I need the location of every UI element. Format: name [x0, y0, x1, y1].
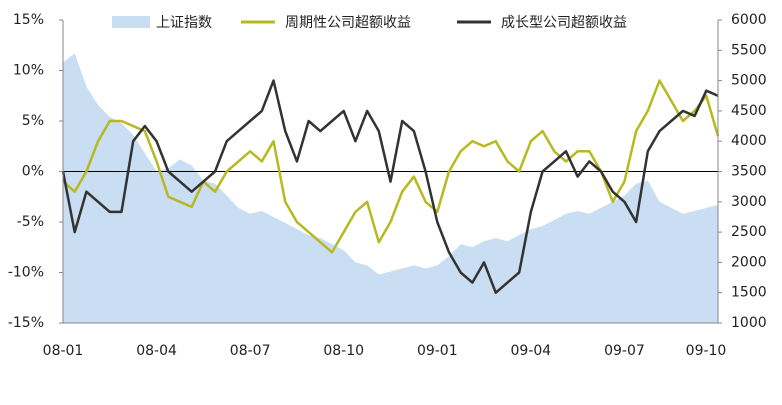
x-tick-label: 08-04 — [136, 343, 177, 359]
area — [63, 53, 718, 323]
x-tick-label: 09-01 — [417, 343, 458, 359]
line — [61, 79, 719, 294]
x-tick-label: 09-04 — [511, 343, 552, 359]
y-tick-label: 10% — [13, 63, 44, 79]
y2-tick-label: 3000 — [731, 194, 767, 210]
y2-tick-label: 4500 — [731, 103, 767, 119]
y2-tick-label: 2500 — [731, 224, 767, 240]
y-tick-label: 5% — [22, 113, 44, 129]
line — [62, 79, 720, 254]
y2-tick-label: 1500 — [731, 285, 767, 301]
legend-label: 周期性公司超额收益 — [285, 15, 411, 31]
legend-swatch — [112, 16, 150, 28]
y-tick-label: 15% — [13, 12, 44, 28]
y-tick-label: -15% — [8, 315, 44, 331]
y-tick-label: -10% — [8, 265, 44, 281]
x-tick-label: 08-01 — [43, 343, 84, 359]
y2-tick-label: 5000 — [731, 73, 767, 89]
y2-tick-label: 3500 — [731, 164, 767, 180]
y-tick-label: 0% — [22, 164, 44, 180]
y-tick-label: -5% — [17, 214, 44, 230]
x-tick-label: 09-10 — [686, 343, 727, 359]
x-tick-label: 09-07 — [604, 343, 645, 359]
x-tick-label: 08-07 — [230, 343, 271, 359]
y2-tick-label: 4000 — [731, 133, 767, 149]
y2-tick-label: 5500 — [731, 42, 767, 58]
y2-tick-label: 6000 — [731, 12, 767, 28]
y2-tick-label: 2000 — [731, 254, 767, 270]
y2-tick-label: 1000 — [731, 315, 767, 331]
x-tick-label: 08-10 — [323, 343, 364, 359]
legend-label: 成长型公司超额收益 — [501, 15, 627, 31]
legend-label: 上证指数 — [156, 15, 212, 31]
